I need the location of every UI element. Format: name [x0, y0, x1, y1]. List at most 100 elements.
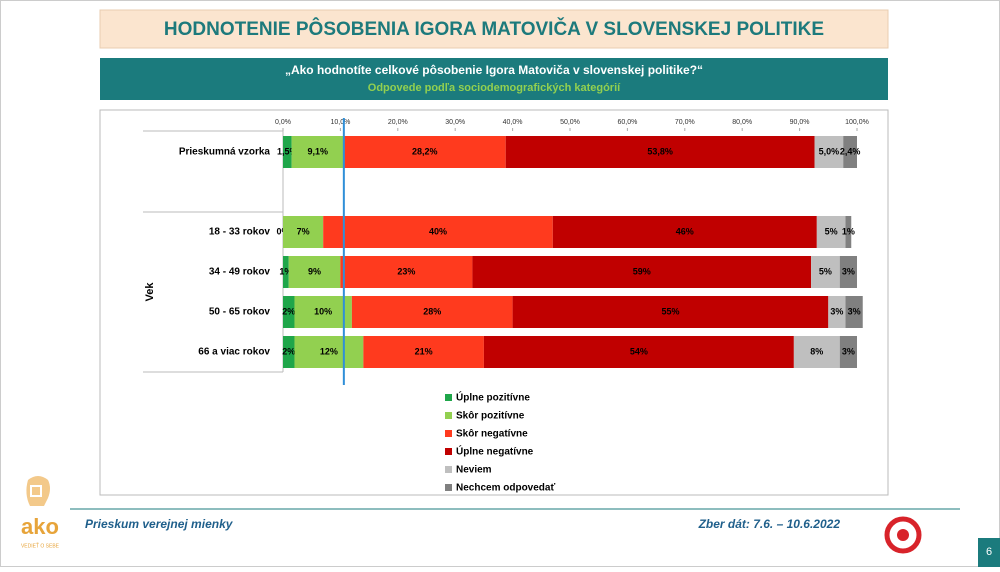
logo-text: ako [21, 514, 59, 539]
chart: 0,0% 10,0% 20,0% 30,0% 40,0% 50,0% 60,0% 70,0% 8… [143, 118, 869, 494]
logo [26, 476, 50, 506]
legend-swatch [445, 448, 452, 455]
value-label: 3% [842, 346, 855, 356]
value-label: 28% [423, 306, 441, 316]
legend-label: Úplne pozitívne [456, 391, 530, 404]
legend-label: Nechcem odpovedať [456, 483, 555, 494]
legend-label: Neviem [456, 465, 492, 476]
value-label: 3% [848, 306, 861, 316]
value-label: 7% [297, 226, 310, 236]
x-tick-label: 70,0% [675, 119, 695, 126]
bar-segment [839, 256, 857, 288]
bar-segment [294, 296, 352, 328]
bar-segment [340, 256, 473, 288]
legend-swatch [445, 466, 452, 473]
bar-segment [816, 216, 846, 248]
logo-dot [897, 529, 909, 541]
x-tick-label: 60,0% [617, 119, 637, 126]
page-box [978, 538, 1000, 567]
bar-segment [283, 256, 289, 288]
bar-segment [288, 256, 341, 288]
title-box [99, 9, 889, 49]
value-label: 12% [320, 346, 338, 356]
partner-logo [884, 516, 922, 554]
value-label: 10% [314, 306, 332, 316]
value-label: 3% [830, 306, 843, 316]
x-tick-label: 50,0% [560, 119, 580, 126]
bar-segment [483, 336, 794, 368]
value-label: 9% [308, 266, 321, 276]
x-tick-label: 20,0% [388, 119, 408, 126]
bar-segment [343, 136, 506, 168]
value-label: 2,4% [840, 146, 861, 156]
x-tick-label: 10,0% [330, 119, 350, 126]
x-tick-label: 80,0% [732, 119, 752, 126]
bar-segment [283, 136, 292, 168]
value-label: 28,2% [412, 146, 438, 156]
legend-swatch [445, 394, 452, 401]
value-label: 21% [415, 346, 433, 356]
title: HODNOTENIE PÔSOBENIA IGORA MATOVIČA V SL… [164, 18, 824, 40]
bar-segment [811, 256, 840, 288]
legend-label: Skôr pozitívne [456, 411, 525, 422]
value-label: 5,0% [819, 146, 840, 156]
logo-ring [884, 516, 922, 554]
bar-segment [291, 136, 344, 168]
bar-segment [363, 336, 484, 368]
bar-segment [512, 296, 829, 328]
value-label: 2% [282, 346, 295, 356]
footer-right: Zber dát: 7.6. – 10.6.2022 [698, 517, 841, 531]
value-label: 2% [282, 306, 295, 316]
value-label: 53,8% [647, 146, 673, 156]
value-label: 54% [630, 346, 648, 356]
value-label: 9,1% [307, 146, 328, 156]
y-tick-label: Prieskumná vzorka [179, 147, 271, 158]
x-tick-label: 30,0% [445, 119, 465, 126]
y-tick-label: 66 a viac rokov [198, 347, 270, 358]
page-number: 6 [986, 546, 992, 558]
bar-segment [843, 136, 857, 168]
bar-segment [828, 296, 846, 328]
footer-left: Prieskum verejnej mienky [85, 517, 234, 531]
value-label: 1% [842, 226, 855, 236]
legend-swatch [445, 412, 452, 419]
value-label: 55% [661, 306, 679, 316]
logo-maze [30, 485, 42, 497]
logo-head [26, 476, 50, 506]
value-label: 5% [825, 226, 838, 236]
bar-segment [323, 216, 553, 248]
value-label: 46% [676, 226, 694, 236]
bar-segment [814, 136, 844, 168]
bar-segment [351, 296, 513, 328]
question: „Ako hodnotíte celkové pôsobenie Igora M… [285, 63, 703, 77]
bar-segment [552, 216, 817, 248]
bar-segment [839, 336, 857, 368]
y-tick-label: 34 - 49 rokov [209, 267, 271, 278]
bar-segment [283, 336, 295, 368]
legend-label: Skôr negatívne [456, 429, 528, 440]
y-tick-label: 18 - 33 rokov [209, 227, 271, 238]
subtitle: Odpovede podľa sociodemografických kateg… [368, 82, 621, 94]
value-label: 23% [397, 266, 415, 276]
value-label: 1,5% [277, 146, 298, 156]
bar-segment [505, 136, 815, 168]
logo-tagline: VEDIEŤ O SEBE [21, 541, 60, 549]
legend-swatch [445, 430, 452, 437]
subheader-box [100, 58, 888, 100]
legend-label: Úplne negatívne [456, 445, 534, 458]
bar-segment [283, 296, 295, 328]
bar-segment [845, 296, 863, 328]
value-label: 40% [429, 226, 447, 236]
x-tick-label: 100,0% [845, 119, 869, 126]
legend-swatch [445, 484, 452, 491]
value-label: 59% [633, 266, 651, 276]
value-label: 8% [810, 346, 823, 356]
value-label: 5% [819, 266, 832, 276]
x-tick-label: 40,0% [503, 119, 523, 126]
bar-segment [294, 336, 364, 368]
value-label: 3% [842, 266, 855, 276]
category-group: Vek [144, 282, 156, 302]
bar-segment [472, 256, 812, 288]
